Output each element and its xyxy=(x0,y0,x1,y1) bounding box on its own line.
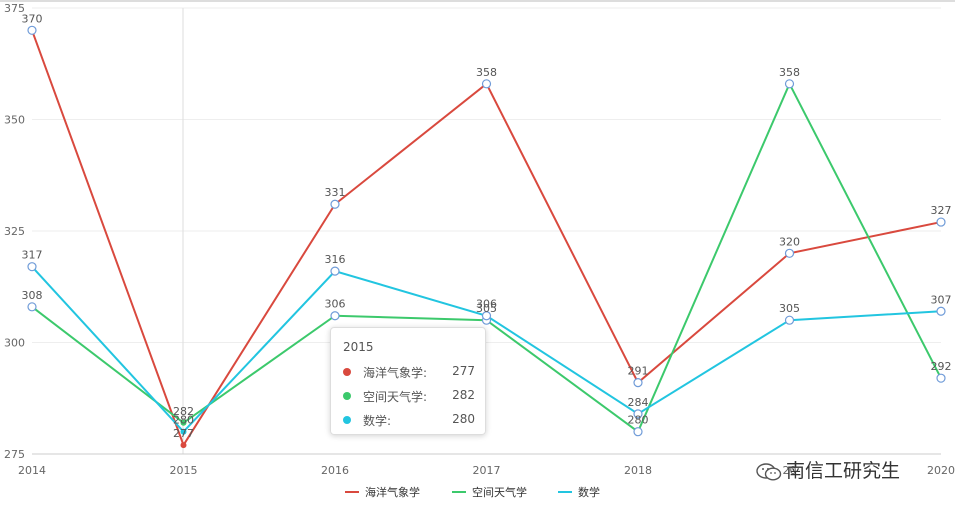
data-point[interactable] xyxy=(784,79,795,89)
data-label: 331 xyxy=(325,186,346,199)
data-label: 358 xyxy=(476,66,497,79)
data-label: 370 xyxy=(22,12,43,25)
data-point[interactable] xyxy=(936,373,946,383)
data-point[interactable] xyxy=(180,428,187,435)
data-label: 280 xyxy=(173,414,194,427)
data-point[interactable] xyxy=(481,79,492,89)
data-point[interactable] xyxy=(180,419,187,426)
x-tick-label: 2015 xyxy=(170,464,198,477)
series-dot-icon xyxy=(343,368,351,376)
legend-label[interactable]: 空间天气学 xyxy=(472,485,527,499)
tooltip-title: 2015 xyxy=(343,340,374,354)
wechat-icon xyxy=(756,462,782,481)
data-point[interactable] xyxy=(330,266,340,276)
y-tick-label: 325 xyxy=(4,225,25,238)
series-lines xyxy=(31,29,942,448)
data-label: 307 xyxy=(931,293,952,306)
watermark: 南信工研究生 xyxy=(756,456,901,482)
data-label: 282 xyxy=(173,405,194,418)
data-point[interactable] xyxy=(27,302,37,312)
data-label: 277 xyxy=(173,427,194,440)
data-label: 291 xyxy=(628,365,649,378)
data-label: 327 xyxy=(931,204,952,217)
data-label: 358 xyxy=(779,66,800,79)
data-point[interactable] xyxy=(633,378,643,388)
y-tick-label: 375 xyxy=(4,2,25,15)
data-label: 305 xyxy=(476,302,497,315)
legend-label[interactable]: 海洋气象学 xyxy=(365,485,420,499)
grid-lines xyxy=(32,7,941,343)
x-tick-label: 2017 xyxy=(473,464,501,477)
data-point[interactable] xyxy=(784,248,795,258)
data-point[interactable] xyxy=(180,442,187,449)
data-point[interactable] xyxy=(330,199,340,209)
tooltip-series-value: 277 xyxy=(452,364,475,378)
x-tick-label: 2020 xyxy=(927,464,955,477)
tooltip-row-2: 空间天气学: 282 xyxy=(343,388,475,404)
legend[interactable]: 海洋气象学 空间天气学 数学 xyxy=(345,485,600,499)
data-label: 306 xyxy=(476,298,497,311)
data-point[interactable] xyxy=(481,311,492,321)
y-tick-label: 300 xyxy=(4,337,25,350)
series-line xyxy=(31,81,942,434)
watermark-text: 南信工研究生 xyxy=(786,460,901,482)
series-line xyxy=(31,29,942,448)
data-label: 316 xyxy=(325,253,346,266)
tooltip-series-value: 282 xyxy=(452,388,475,402)
x-tick-label: 2016 xyxy=(321,464,349,477)
data-point[interactable] xyxy=(784,315,795,325)
x-axis: 2014 2015 2016 2017 2018 20 2020 xyxy=(18,464,955,477)
data-label: 320 xyxy=(779,235,800,248)
tooltip: 2015 海洋气象学: 277 空间天气学: 282 数学: 280 xyxy=(330,327,486,435)
data-point[interactable] xyxy=(936,306,946,316)
legend-label[interactable]: 数学 xyxy=(578,485,600,499)
x-tick-label: 2014 xyxy=(18,464,46,477)
y-axis: 275 300 325 350 375 xyxy=(4,2,25,461)
x-tick-label: 20 xyxy=(783,464,797,477)
tooltip-row-1: 海洋气象学: 277 xyxy=(343,364,475,380)
tooltip-row-3: 数学: 280 xyxy=(343,412,475,428)
data-label: 305 xyxy=(779,302,800,315)
data-label: 292 xyxy=(931,360,952,373)
data-point[interactable] xyxy=(633,409,643,419)
series-line xyxy=(31,266,942,434)
x-tick-label: 2018 xyxy=(624,464,652,477)
data-point[interactable] xyxy=(936,217,946,227)
y-tick-label: 350 xyxy=(4,114,25,127)
data-label: 280 xyxy=(628,414,649,427)
data-label: 284 xyxy=(628,396,649,409)
data-point[interactable] xyxy=(330,311,340,321)
data-point[interactable] xyxy=(27,262,37,272)
tooltip-series-name: 数学: xyxy=(363,414,392,428)
tooltip-series-name: 海洋气象学: xyxy=(363,366,428,380)
data-label: 306 xyxy=(325,298,346,311)
series-points[interactable] xyxy=(27,25,946,449)
tooltip-series-name: 空间天气学: xyxy=(363,390,428,404)
data-point[interactable] xyxy=(633,427,643,437)
data-label: 317 xyxy=(22,249,43,262)
data-point[interactable] xyxy=(27,25,37,35)
series-dot-icon xyxy=(343,392,351,400)
tooltip-series-value: 280 xyxy=(452,412,475,426)
data-label: 308 xyxy=(22,289,43,302)
series-dot-icon xyxy=(343,416,351,424)
y-tick-label: 275 xyxy=(4,448,25,461)
